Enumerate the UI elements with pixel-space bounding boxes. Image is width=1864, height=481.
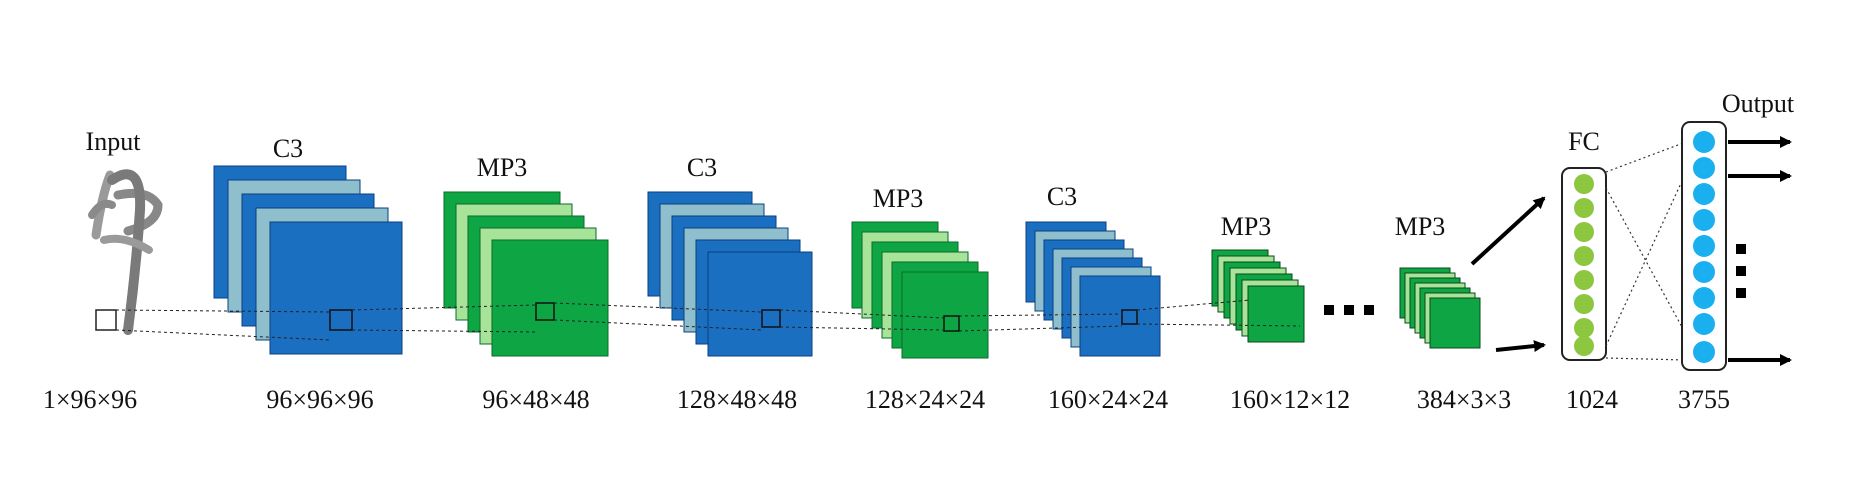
vertical-ellipsis — [1736, 244, 1746, 298]
layer-c3-3 — [1025, 221, 1161, 357]
output-layer — [1681, 121, 1727, 371]
layer-mp3-2 — [851, 221, 989, 359]
layer-mp3-3 — [1211, 249, 1305, 343]
layer-4-dims: 128×24×24 — [865, 385, 985, 414]
projection-lines — [115, 299, 1301, 341]
layer-5-dims: 160×24×24 — [1048, 385, 1168, 414]
fc-output-connections — [1605, 141, 1701, 361]
layer-6-dims: 160×12×12 — [1230, 385, 1350, 414]
layer-c3-1 — [213, 165, 403, 355]
layer-mp3-1 — [443, 191, 609, 357]
input-receptive-field — [95, 309, 117, 331]
layer-7-dims: 384×3×3 — [1417, 385, 1511, 414]
layer-9-dims: 3755 — [1678, 385, 1730, 414]
output-label: Output — [1722, 89, 1795, 118]
input-character-image — [88, 169, 163, 335]
layer-1-dims: 96×96×96 — [266, 385, 373, 414]
input-label: Input — [86, 127, 142, 156]
layer-2-dims: 96×48×48 — [482, 385, 589, 414]
layer-c3-2 — [647, 191, 813, 357]
layer-7-name: MP3 — [1395, 212, 1446, 241]
layer-1-name: C3 — [273, 134, 303, 163]
layer-3-dims: 128×48×48 — [677, 385, 797, 414]
arrow-to-fc-lower — [1495, 340, 1546, 353]
layer-6-name: MP3 — [1221, 212, 1272, 241]
fc-layer — [1561, 167, 1607, 361]
layer-0-dims: 1×96×96 — [43, 385, 137, 414]
layer-3-name: C3 — [687, 153, 717, 182]
fc-label: FC — [1568, 127, 1600, 156]
layer-8-dims: 1024 — [1566, 385, 1618, 414]
layer-mp3-4 — [1399, 267, 1481, 349]
layer-5-name: C3 — [1047, 182, 1077, 211]
layer-4-name: MP3 — [873, 184, 924, 213]
arrow-to-fc-upper — [1470, 196, 1546, 266]
layer-2-name: MP3 — [477, 153, 528, 182]
ellipsis-dots — [1324, 305, 1374, 315]
